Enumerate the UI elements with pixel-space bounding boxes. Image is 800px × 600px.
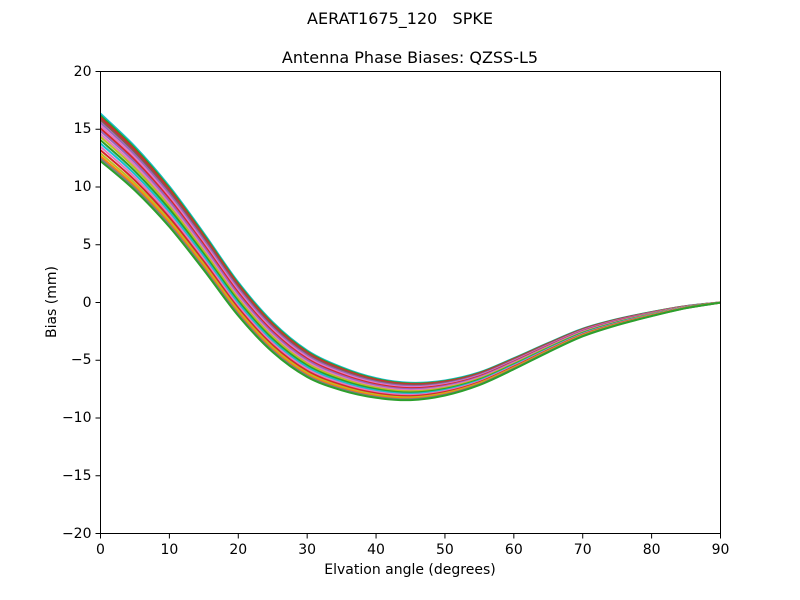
x-tick-label: 40 [367, 541, 385, 558]
x-tick-label: 10 [160, 541, 179, 558]
bias-curve-line-09 [100, 133, 721, 392]
y-tick-label: 20 [73, 63, 92, 80]
x-tick-label: 80 [642, 541, 661, 558]
bias-curve-line-16 [100, 155, 721, 400]
y-tick-label: 5 [82, 236, 92, 253]
x-tick-label: 60 [504, 541, 523, 558]
axes-title: Antenna Phase Biases: QZSS-L5 [281, 48, 539, 67]
y-tick-label: 10 [73, 179, 92, 195]
x-axis-label: Elvation angle (degrees) [324, 562, 496, 578]
bias-curve-line-10 [100, 135, 721, 393]
bias-curve-line-08 [100, 129, 721, 391]
bias-curve-line-17 [100, 157, 721, 401]
bias-curve-line-13 [100, 145, 721, 396]
y-tick-label: −20 [61, 525, 92, 542]
bias-curve-line-18 [100, 160, 721, 402]
axes-spines [100, 71, 721, 534]
figure-suptitle: AERAT1675_120 SPKE [307, 9, 493, 28]
bias-curve-line-14 [100, 149, 721, 398]
y-tick-label: −10 [61, 410, 92, 426]
x-tick-label: 30 [298, 541, 317, 558]
bias-curve-line-15 [100, 152, 721, 399]
x-tick-label: 90 [711, 541, 730, 558]
bias-curve-line-11 [100, 139, 721, 394]
y-tick-label: 0 [82, 294, 92, 311]
curve-bundle [100, 112, 721, 402]
x-tick-label: 70 [573, 541, 592, 558]
y-tick-label: −5 [70, 352, 92, 369]
y-tick-label: −15 [61, 467, 92, 484]
bias-curve-line-12 [100, 142, 721, 395]
x-tick-label: 20 [229, 541, 248, 558]
x-tick-label: 0 [96, 541, 105, 558]
x-tick-label: 50 [436, 541, 454, 558]
y-tick-label: 15 [73, 121, 92, 138]
